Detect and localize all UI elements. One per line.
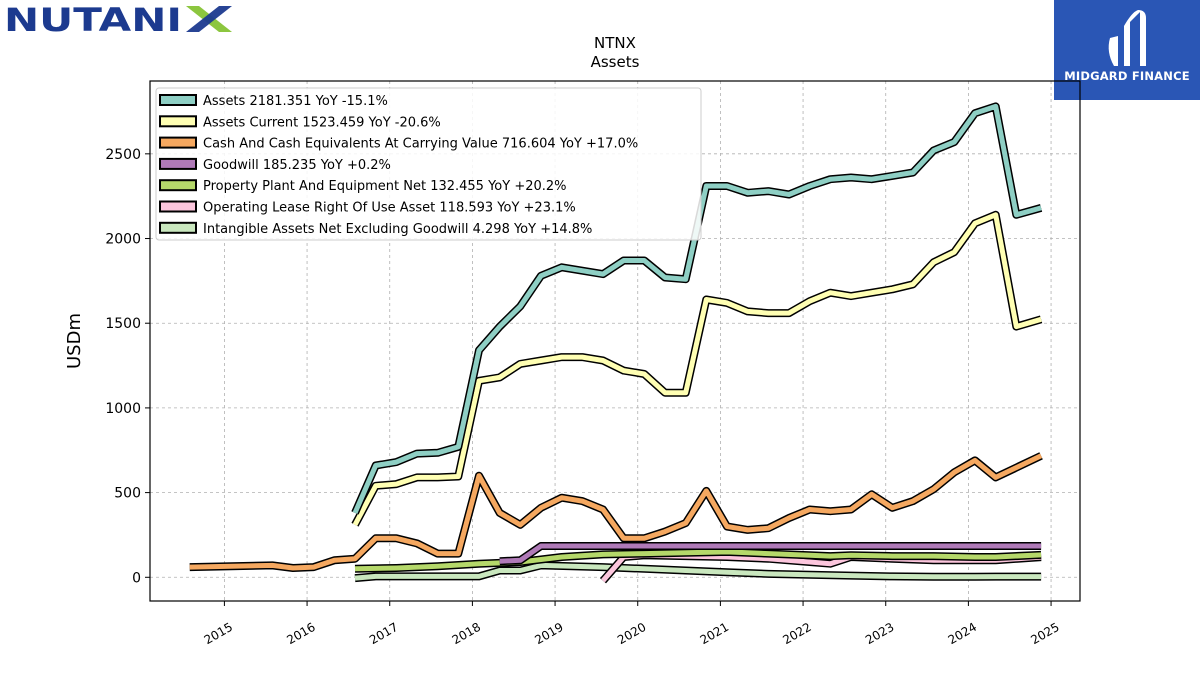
legend-label: Operating Lease Right Of Use Asset 118.5… <box>203 201 576 216</box>
x-tick-label: 2023 <box>863 620 896 647</box>
series-line <box>354 549 1042 572</box>
legend-swatch <box>159 179 197 192</box>
legend-label: Cash And Cash Equivalents At Carrying Va… <box>203 137 638 152</box>
series-line <box>499 543 1042 564</box>
legend-swatch <box>159 136 197 149</box>
midgard-finance-logo: MIDGARD FINANCE <box>1054 0 1200 100</box>
x-tick-label: 2018 <box>450 620 483 647</box>
y-tick-label: 500 <box>114 486 141 502</box>
midgard-emblem-icon <box>1108 10 1146 66</box>
x-tick-label: 2019 <box>532 620 565 647</box>
nutanix-x-mark <box>186 6 232 32</box>
y-tick-label: 1500 <box>105 316 141 332</box>
legend-swatch <box>159 94 197 106</box>
x-tick-label: 2020 <box>615 620 648 647</box>
legend-swatch <box>159 157 197 170</box>
series-line <box>352 212 1042 526</box>
legend-label: Intangible Assets Net Excluding Goodwill… <box>203 222 592 237</box>
nutanix-logo: NUTANI <box>4 1 234 39</box>
chart-title: NTNX <box>594 34 636 52</box>
x-tick-label: 2021 <box>698 620 731 647</box>
legend: Assets 2181.351 YoY -15.1% Assets Current… <box>155 87 702 241</box>
plot-frame <box>149 80 1081 602</box>
x-tick-label: 2015 <box>202 620 235 647</box>
x-tick-label: 2022 <box>780 620 813 647</box>
y-axis-label: USDm <box>64 313 85 369</box>
legend-label: Assets Current 1523.459 YoY -20.6% <box>203 115 441 130</box>
nutanix-logo-mark: NUTANI <box>4 1 232 39</box>
midgard-brand-text: MIDGARD FINANCE <box>1064 69 1190 83</box>
legend-label: Property Plant And Equipment Net 132.455… <box>203 179 567 194</box>
series-line <box>189 453 1043 571</box>
legend-swatch <box>159 115 197 128</box>
y-tick-label: 2500 <box>105 147 141 163</box>
x-tick-label: 2017 <box>367 620 400 647</box>
legend-box <box>155 87 702 241</box>
x-tick-label: 2024 <box>946 620 979 647</box>
x-tick-label: 2016 <box>284 620 317 647</box>
x-tick-label: 2025 <box>1028 620 1061 647</box>
legend-swatch <box>159 221 197 234</box>
legend-swatch <box>159 200 197 213</box>
y-tick-label: 1000 <box>105 401 141 417</box>
series-line <box>354 562 1042 581</box>
chart-subtitle: Assets <box>591 53 640 71</box>
legend-label: Goodwill 185.235 YoY +0.2% <box>203 158 391 173</box>
svg-text:NUTANI: NUTANI <box>4 2 182 38</box>
y-tick-label: 2000 <box>105 232 141 248</box>
legend-label: Assets 2181.351 YoY -15.1% <box>203 94 388 109</box>
y-tick-label: 0 <box>132 570 141 586</box>
